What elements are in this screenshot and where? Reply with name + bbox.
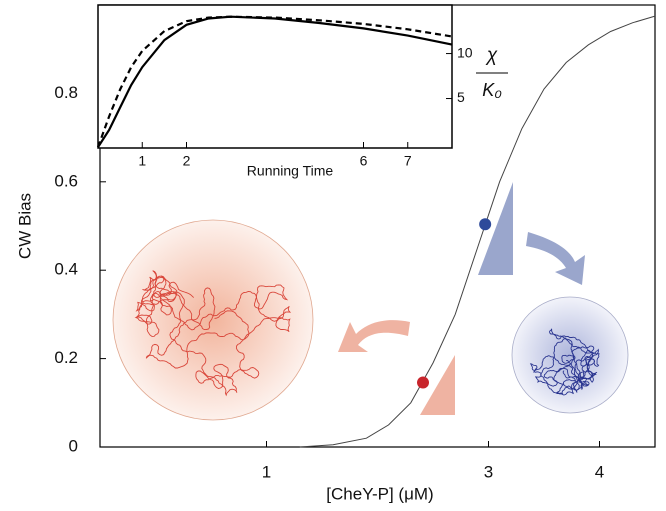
blue-arrow (526, 232, 585, 285)
main-chart: 1 3 4 0 0.2 0.4 0.6 0.8 (54, 15, 656, 481)
inset-chart: 1 2 6 7 5 10 (96, 15, 473, 169)
y-axis-label: CW Bias (15, 193, 34, 259)
walk (529, 328, 600, 396)
y-tick-label: 0 (69, 436, 78, 455)
walk (134, 270, 292, 397)
series-line (299, 15, 656, 448)
inset-y-label-denominator: K₀ (482, 80, 502, 100)
blue-triangle (478, 182, 513, 275)
y-tick-label: 5 (457, 89, 465, 105)
x-tick-label: 4 (595, 462, 604, 481)
series-line (96, 15, 453, 148)
x-tick-label: 2 (183, 153, 191, 169)
x-axis-label: [CheY-P] (μM) (326, 484, 433, 503)
point (479, 218, 492, 231)
inset-x-label: Running Time (247, 163, 334, 179)
random-walks (134, 270, 600, 397)
series-line (97, 15, 453, 148)
y-tick-label: 0.8 (54, 83, 78, 102)
point (417, 376, 430, 389)
y-tick-label: 0.6 (54, 171, 78, 190)
x-tick-label: 3 (484, 462, 493, 481)
inset-y-label-numerator: χ (485, 45, 498, 66)
y-tick-label: 0.2 (54, 348, 78, 367)
inset-frame (97, 4, 453, 149)
y-tick-label: 10 (457, 44, 473, 60)
red-cell-area (112, 219, 314, 421)
x-tick-label: 7 (404, 153, 412, 169)
y-tick-label: 0.4 (54, 260, 78, 279)
red-triangle (420, 355, 455, 415)
x-tick-label: 6 (360, 153, 368, 169)
x-tick-label: 1 (138, 153, 146, 169)
red-arrow (338, 320, 410, 352)
x-tick-label: 1 (262, 462, 271, 481)
